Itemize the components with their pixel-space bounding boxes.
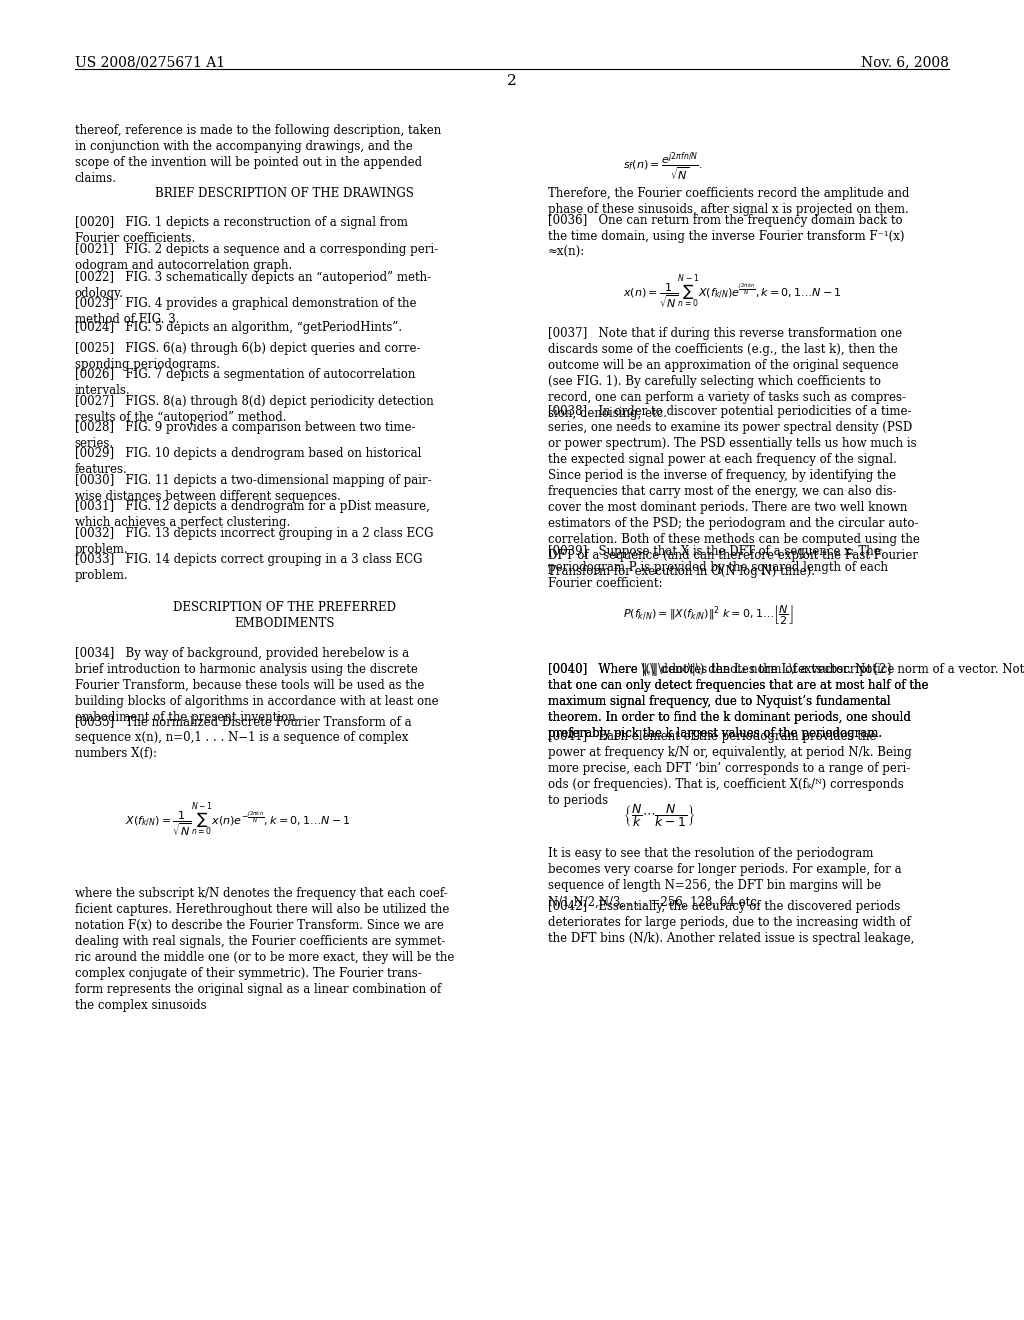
Text: [0035]   The normalized Discrete Fourier Transform of a
sequence x(n), n=0,1 . .: [0035] The normalized Discrete Fourier T… [75,715,412,760]
Text: [0040]   Where \(\|\cdot\|\) denotes the L\textsubscript{2} norm of a vector. No: [0040] Where \(\|\cdot\|\) denotes the L… [548,663,1024,739]
Text: [0038]   In order to discover potential periodicities of a time-
series, one nee: [0038] In order to discover potential pe… [548,405,920,578]
Text: Nov. 6, 2008: Nov. 6, 2008 [861,55,949,70]
Text: [0028]   FIG. 9 provides a comparison between two time-
series.: [0028] FIG. 9 provides a comparison betw… [75,421,416,450]
Text: [0042]   Essentially, the accuracy of the discovered periods
deteriorates for la: [0042] Essentially, the accuracy of the … [548,900,914,945]
Text: [0030]   FIG. 11 depicts a two-dimensional mapping of pair-
wise distances betwe: [0030] FIG. 11 depicts a two-dimensional… [75,474,431,503]
Text: [0027]   FIGS. 8(a) through 8(d) depict periodicity detection
results of the “au: [0027] FIGS. 8(a) through 8(d) depict pe… [75,395,433,424]
Text: [0025]   FIGS. 6(a) through 6(b) depict queries and corre-
sponding periodograms: [0025] FIGS. 6(a) through 6(b) depict qu… [75,342,420,371]
Text: DESCRIPTION OF THE PREFERRED
EMBODIMENTS: DESCRIPTION OF THE PREFERRED EMBODIMENTS [173,601,396,630]
Text: [0037]   Note that if during this reverse transformation one
discards some of th: [0037] Note that if during this reverse … [548,327,906,420]
Text: thereof, reference is made to the following description, taken
in conjunction wi: thereof, reference is made to the follow… [75,124,441,185]
Text: $s_f(n) = \dfrac{e^{j2\pi fn/N}}{\sqrt{N}}.$: $s_f(n) = \dfrac{e^{j2\pi fn/N}}{\sqrt{N… [624,150,702,183]
Text: 2: 2 [507,74,517,88]
Text: where the subscript k/N denotes the frequency that each coef-
ficient captures. : where the subscript k/N denotes the freq… [75,887,454,1012]
Text: [0031]   FIG. 12 depicts a dendrogram for a pDist measure,
which achieves a perf: [0031] FIG. 12 depicts a dendrogram for … [75,500,430,529]
Text: [0034]   By way of background, provided herebelow is a
brief introduction to har: [0034] By way of background, provided he… [75,647,438,723]
Text: [0033]   FIG. 14 depicts correct grouping in a 3 class ECG
problem.: [0033] FIG. 14 depicts correct grouping … [75,553,422,582]
Text: Therefore, the Fourier coefficients record the amplitude and
phase of these sinu: Therefore, the Fourier coefficients reco… [548,187,909,216]
Text: $X(f_{k/N}) = \dfrac{1}{\sqrt{N}} \sum_{n=0}^{N-1} x(n)e^{-\frac{j2\pi kn}{N}}, : $X(f_{k/N}) = \dfrac{1}{\sqrt{N}} \sum_{… [125,801,350,840]
Text: $P(f_{k/N}) = \|X(f_{k/N})\|^2 \; k = 0,1 \ldots \left\lfloor \dfrac{N}{2} \righ: $P(f_{k/N}) = \|X(f_{k/N})\|^2 \; k = 0,… [624,603,795,627]
Text: [0041]   Each element of the periodogram provides the
power at frequency k/N or,: [0041] Each element of the periodogram p… [548,730,911,807]
Text: [0023]   FIG. 4 provides a graphical demonstration of the
method of FIG. 3.: [0023] FIG. 4 provides a graphical demon… [75,297,416,326]
Text: [0040]   Where ‖.‖ denotes the L₂ norm of a vector. Notice
that one can only det: [0040] Where ‖.‖ denotes the L₂ norm of … [548,663,929,739]
Text: [0024]   FIG. 5 depicts an algorithm, “getPeriodHints”.: [0024] FIG. 5 depicts an algorithm, “get… [75,321,401,334]
Text: [0029]   FIG. 10 depicts a dendrogram based on historical
features.: [0029] FIG. 10 depicts a dendrogram base… [75,447,421,477]
Text: [0020]   FIG. 1 depicts a reconstruction of a signal from
Fourier coefficients.: [0020] FIG. 1 depicts a reconstruction o… [75,216,408,246]
Text: [0036]   One can return from the frequency domain back to
the time domain, using: [0036] One can return from the frequency… [548,214,904,259]
Text: [0026]   FIG. 7 depicts a segmentation of autocorrelation
intervals.: [0026] FIG. 7 depicts a segmentation of … [75,368,415,397]
Text: $\left\{ \dfrac{N}{k} \cdots \dfrac{N}{k-1} \right\}$: $\left\{ \dfrac{N}{k} \cdots \dfrac{N}{k… [624,803,696,829]
Text: [0022]   FIG. 3 schematically depicts an “autoperiod” meth-
odology.: [0022] FIG. 3 schematically depicts an “… [75,271,431,300]
Text: [0032]   FIG. 13 depicts incorrect grouping in a 2 class ECG
problem.: [0032] FIG. 13 depicts incorrect groupin… [75,527,433,556]
Text: [0021]   FIG. 2 depicts a sequence and a corresponding peri-
odogram and autocor: [0021] FIG. 2 depicts a sequence and a c… [75,243,438,272]
Text: BRIEF DESCRIPTION OF THE DRAWINGS: BRIEF DESCRIPTION OF THE DRAWINGS [156,187,414,201]
Text: $x(n) = \dfrac{1}{\sqrt{N}} \sum_{n=0}^{N-1} X(f_{k/N})e^{\frac{j2\pi kn}{N}}, k: $x(n) = \dfrac{1}{\sqrt{N}} \sum_{n=0}^{… [624,273,843,312]
Text: It is easy to see that the resolution of the periodogram
becomes very coarse for: It is easy to see that the resolution of… [548,847,901,908]
Text: [0039]   Suppose that X is the DFT of a sequence x. The
periodogram P is provide: [0039] Suppose that X is the DFT of a se… [548,545,888,590]
Text: US 2008/0275671 A1: US 2008/0275671 A1 [75,55,225,70]
